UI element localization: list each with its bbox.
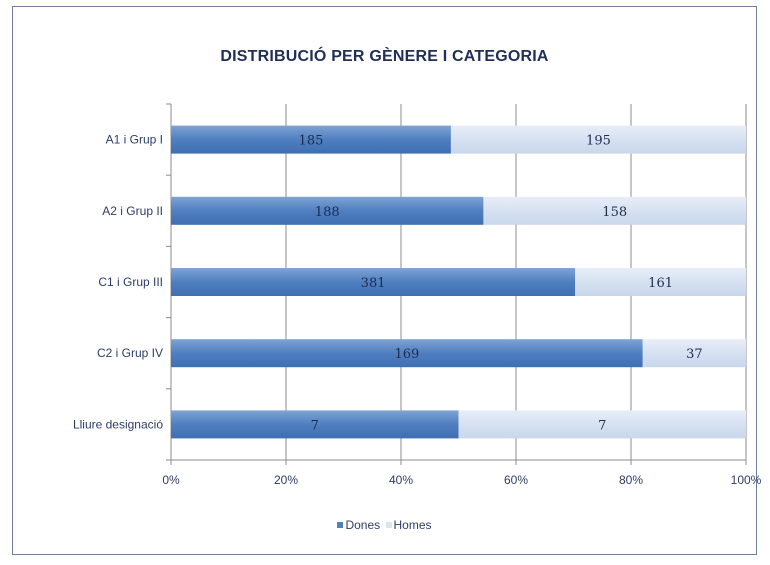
- category-label: A1 i Grup I: [106, 133, 163, 147]
- data-label-dones: 185: [299, 134, 324, 149]
- data-label-homes: 195: [586, 134, 611, 149]
- x-tick-label: 20%: [274, 473, 298, 487]
- bar-dones: [171, 268, 576, 296]
- category-label: A2 i Grup II: [102, 204, 163, 218]
- chart-title: DISTRIBUCIÓ PER GÈNERE I CATEGORIA: [220, 48, 549, 65]
- data-label-dones: 188: [315, 205, 340, 220]
- bar-homes: [458, 410, 746, 439]
- chart-legend: Dones Homes: [12, 517, 757, 532]
- bar-dones: [171, 339, 643, 368]
- data-label-homes: 158: [602, 205, 627, 220]
- category-label: C1 i Grup III: [98, 275, 163, 289]
- data-label-dones: 169: [394, 347, 419, 362]
- legend-swatch-dones: [337, 522, 344, 528]
- data-label-homes: 161: [648, 276, 673, 291]
- data-label-dones: 7: [311, 418, 319, 433]
- x-tick-label: 80%: [619, 473, 643, 487]
- data-label-homes: 7: [598, 418, 606, 433]
- x-tick-label: 40%: [389, 473, 413, 487]
- bar-dones: [171, 196, 484, 225]
- category-label: Lliure designació: [73, 417, 163, 431]
- data-label-dones: 381: [361, 276, 386, 291]
- bar-homes: [483, 196, 746, 225]
- legend-label-homes: Homes: [393, 518, 432, 532]
- category-label: C2 i Grup IV: [97, 346, 163, 360]
- legend-swatch-homes: [385, 522, 392, 528]
- bar-homes: [575, 268, 746, 296]
- data-label-homes: 37: [686, 347, 703, 362]
- bar-dones: [171, 125, 451, 154]
- legend-item-homes: Homes: [385, 518, 432, 532]
- x-tick-label: 60%: [504, 473, 528, 487]
- bar-dones: [171, 410, 459, 439]
- bar-homes: [642, 339, 746, 368]
- legend-label-dones: Dones: [345, 518, 381, 532]
- x-tick-label: 100%: [731, 473, 762, 487]
- x-tick-label: 0%: [162, 473, 180, 487]
- bar-homes: [450, 125, 746, 154]
- legend-item-dones: Dones: [337, 518, 380, 532]
